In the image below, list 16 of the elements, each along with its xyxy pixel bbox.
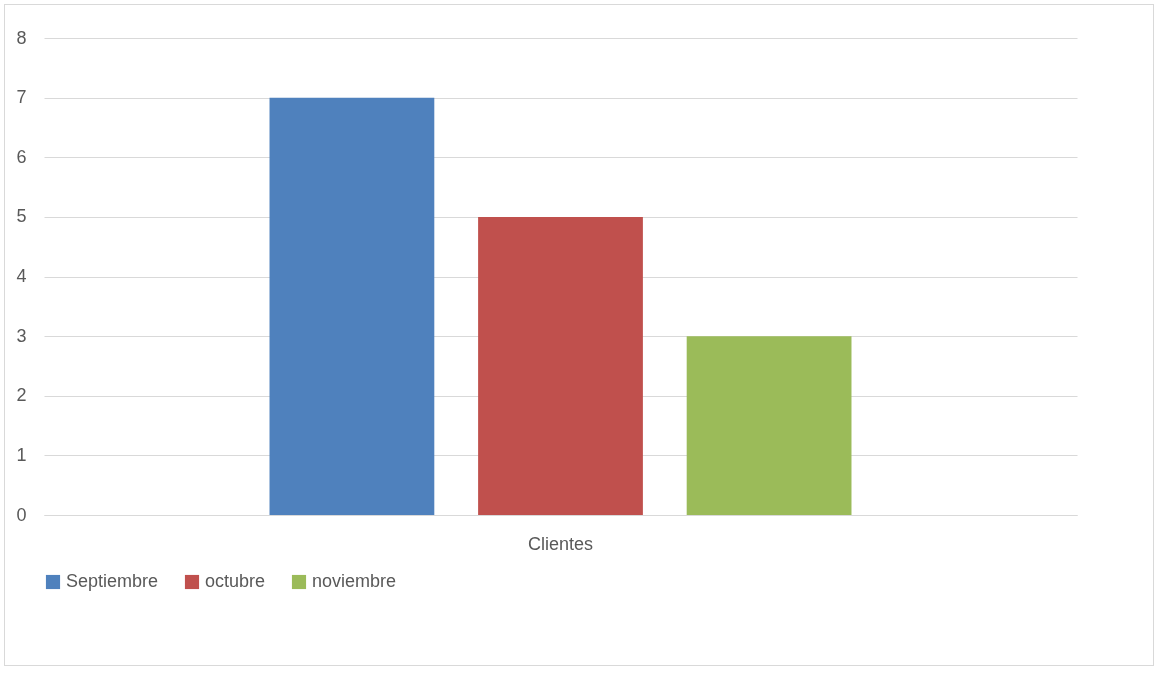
legend-label: noviembre bbox=[312, 571, 397, 591]
y-tick-label: 4 bbox=[16, 266, 27, 286]
x-tick-label: Clientes bbox=[527, 533, 594, 554]
y-tick-label: 7 bbox=[16, 87, 27, 108]
legend-label: octubre bbox=[205, 571, 266, 591]
y-tick-label: 1 bbox=[16, 444, 27, 465]
y-tick-label: 3 bbox=[16, 325, 27, 346]
bar bbox=[686, 336, 852, 515]
y-tick-label: 8 bbox=[16, 27, 27, 48]
y-tick-label: 6 bbox=[16, 146, 27, 167]
legend-label: Septiembre bbox=[66, 571, 159, 591]
y-tick-label: 5 bbox=[16, 206, 27, 227]
bar bbox=[269, 97, 435, 515]
bar bbox=[478, 216, 643, 515]
y-tick-label: 2 bbox=[16, 385, 27, 406]
y-tick-label: 0 bbox=[16, 504, 27, 525]
